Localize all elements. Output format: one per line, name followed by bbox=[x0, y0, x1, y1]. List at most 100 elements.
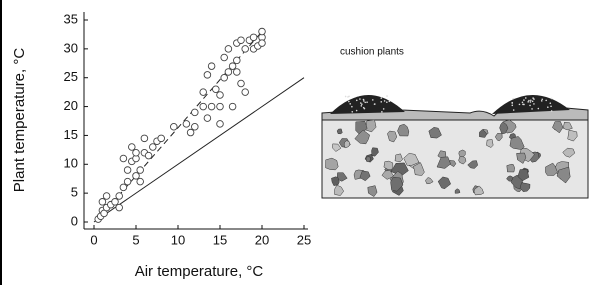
y-tick-label: 20 bbox=[64, 98, 78, 113]
plant-speck bbox=[529, 105, 531, 107]
plant-speck bbox=[364, 102, 366, 104]
y-tick-label: 15 bbox=[64, 127, 78, 142]
point bbox=[141, 135, 148, 142]
point bbox=[221, 74, 228, 81]
x-tick-label: 15 bbox=[213, 232, 227, 247]
plant-speck bbox=[347, 96, 349, 98]
point bbox=[120, 155, 127, 162]
point bbox=[129, 144, 136, 151]
rock bbox=[507, 164, 515, 172]
point bbox=[192, 123, 199, 130]
point bbox=[158, 135, 165, 142]
y-tick-label: 10 bbox=[64, 156, 78, 171]
rock bbox=[337, 129, 342, 134]
point bbox=[217, 103, 224, 110]
point bbox=[250, 34, 257, 41]
page: Air temperature, °C Plant temperature, °… bbox=[0, 0, 589, 285]
point bbox=[112, 199, 119, 206]
point bbox=[259, 40, 266, 47]
plant-speck bbox=[533, 103, 535, 105]
point bbox=[208, 103, 215, 110]
plant-speck bbox=[531, 108, 533, 110]
plant-speck bbox=[519, 104, 521, 106]
plant-speck bbox=[351, 106, 353, 108]
plant-speck bbox=[523, 99, 525, 101]
point bbox=[192, 109, 199, 116]
point bbox=[217, 121, 224, 128]
plant-speck bbox=[551, 110, 553, 112]
point bbox=[150, 144, 157, 151]
plant-speck bbox=[351, 111, 353, 113]
point bbox=[259, 28, 266, 35]
x-tick-label: 0 bbox=[90, 232, 97, 247]
plant-speck bbox=[386, 101, 388, 103]
point bbox=[208, 63, 215, 70]
point bbox=[187, 129, 194, 136]
point bbox=[229, 63, 236, 70]
illustration bbox=[322, 95, 588, 198]
plant-speck bbox=[363, 99, 365, 101]
point bbox=[116, 193, 123, 200]
point bbox=[120, 184, 127, 191]
plant-speck bbox=[549, 102, 551, 104]
y-tick-label: 30 bbox=[64, 40, 78, 55]
plant-speck bbox=[380, 97, 382, 99]
point bbox=[213, 86, 220, 93]
plant-speck bbox=[530, 101, 532, 103]
plant-speck bbox=[550, 105, 552, 107]
reference-line bbox=[94, 78, 304, 222]
point bbox=[204, 115, 211, 122]
plant-speck bbox=[530, 99, 532, 101]
y-axis-label: Plant temperature, °C bbox=[11, 48, 28, 193]
plant-speck bbox=[374, 103, 376, 105]
plant-speck bbox=[389, 101, 391, 103]
plant-speck bbox=[356, 110, 358, 112]
plant-speck bbox=[541, 98, 543, 100]
point bbox=[133, 149, 140, 156]
point bbox=[204, 72, 211, 79]
point bbox=[145, 152, 152, 159]
y-tick-label: 25 bbox=[64, 69, 78, 84]
annotation: cushion plants bbox=[340, 47, 404, 58]
point bbox=[137, 167, 144, 174]
plant-speck bbox=[545, 100, 547, 102]
point bbox=[217, 92, 224, 99]
point bbox=[200, 89, 207, 96]
y-tick-label: 5 bbox=[71, 185, 78, 200]
plant-speck bbox=[522, 101, 524, 103]
plant-speck bbox=[547, 106, 549, 108]
x-tick-label: 25 bbox=[297, 232, 311, 247]
plant-speck bbox=[384, 100, 386, 102]
plant-speck bbox=[512, 98, 514, 100]
point bbox=[133, 173, 140, 180]
plant-speck bbox=[363, 100, 365, 102]
point bbox=[103, 193, 110, 200]
plant-speck bbox=[345, 96, 347, 98]
plant-speck bbox=[366, 101, 368, 103]
plant-speck bbox=[381, 111, 383, 113]
chart: Air temperature, °C Plant temperature, °… bbox=[0, 0, 589, 285]
point bbox=[238, 80, 245, 87]
x-axis-label: Air temperature, °C bbox=[135, 263, 264, 280]
plant-speck bbox=[363, 107, 365, 109]
frame-edge bbox=[0, 0, 2, 285]
point bbox=[200, 103, 207, 110]
point bbox=[238, 37, 245, 44]
point bbox=[116, 204, 123, 211]
y-tick-label: 0 bbox=[71, 213, 78, 228]
rock bbox=[366, 156, 371, 162]
x-tick-label: 5 bbox=[132, 232, 139, 247]
plant-speck bbox=[348, 101, 350, 103]
point bbox=[137, 178, 144, 185]
plant-speck bbox=[361, 105, 363, 107]
plant-speck bbox=[380, 101, 382, 103]
y-tick-label: 35 bbox=[64, 11, 78, 26]
point bbox=[234, 57, 241, 64]
point bbox=[234, 69, 241, 76]
plant-speck bbox=[383, 108, 385, 110]
plant-speck bbox=[360, 102, 362, 104]
plant-speck bbox=[551, 98, 553, 100]
plant-speck bbox=[359, 98, 361, 100]
point bbox=[124, 167, 131, 174]
point bbox=[242, 46, 249, 53]
